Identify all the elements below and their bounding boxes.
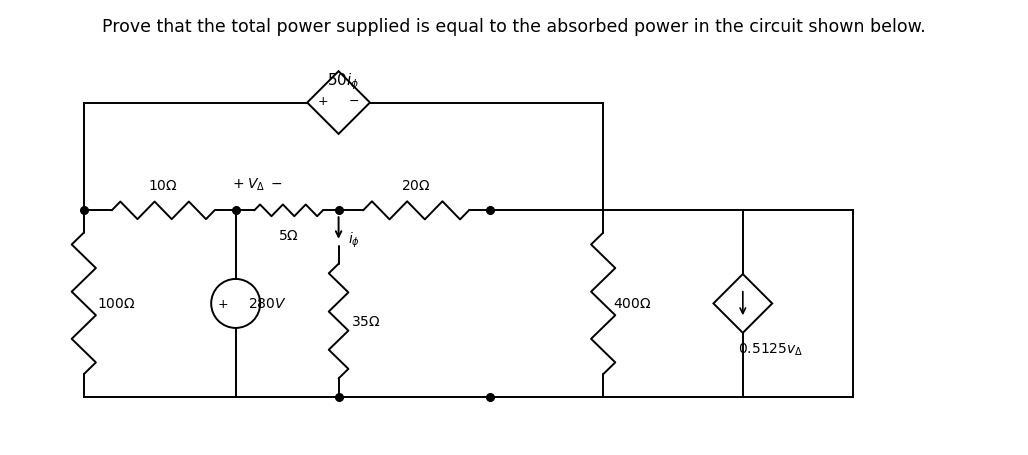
Text: −: − [350, 95, 360, 108]
Text: $50i_\phi$: $50i_\phi$ [327, 71, 360, 91]
Text: +: + [318, 95, 328, 108]
Text: $400\Omega$: $400\Omega$ [613, 297, 652, 311]
Text: $10\Omega$: $10\Omega$ [148, 178, 178, 192]
Text: $0.5125v_\Delta$: $0.5125v_\Delta$ [738, 341, 803, 357]
Text: $i_\phi$: $i_\phi$ [348, 231, 361, 250]
Text: $100\Omega$: $100\Omega$ [97, 297, 135, 311]
Text: $5\Omega$: $5\Omega$ [279, 228, 299, 243]
Text: +: + [217, 297, 228, 310]
Text: Prove that the total power supplied is equal to the absorbed power in the circui: Prove that the total power supplied is e… [102, 18, 926, 36]
Text: $+\;V_\Delta\;-$: $+\;V_\Delta\;-$ [231, 176, 283, 192]
Text: $280V$: $280V$ [249, 297, 287, 311]
Text: $20\Omega$: $20\Omega$ [401, 178, 431, 192]
Text: $35\Omega$: $35\Omega$ [352, 314, 381, 329]
